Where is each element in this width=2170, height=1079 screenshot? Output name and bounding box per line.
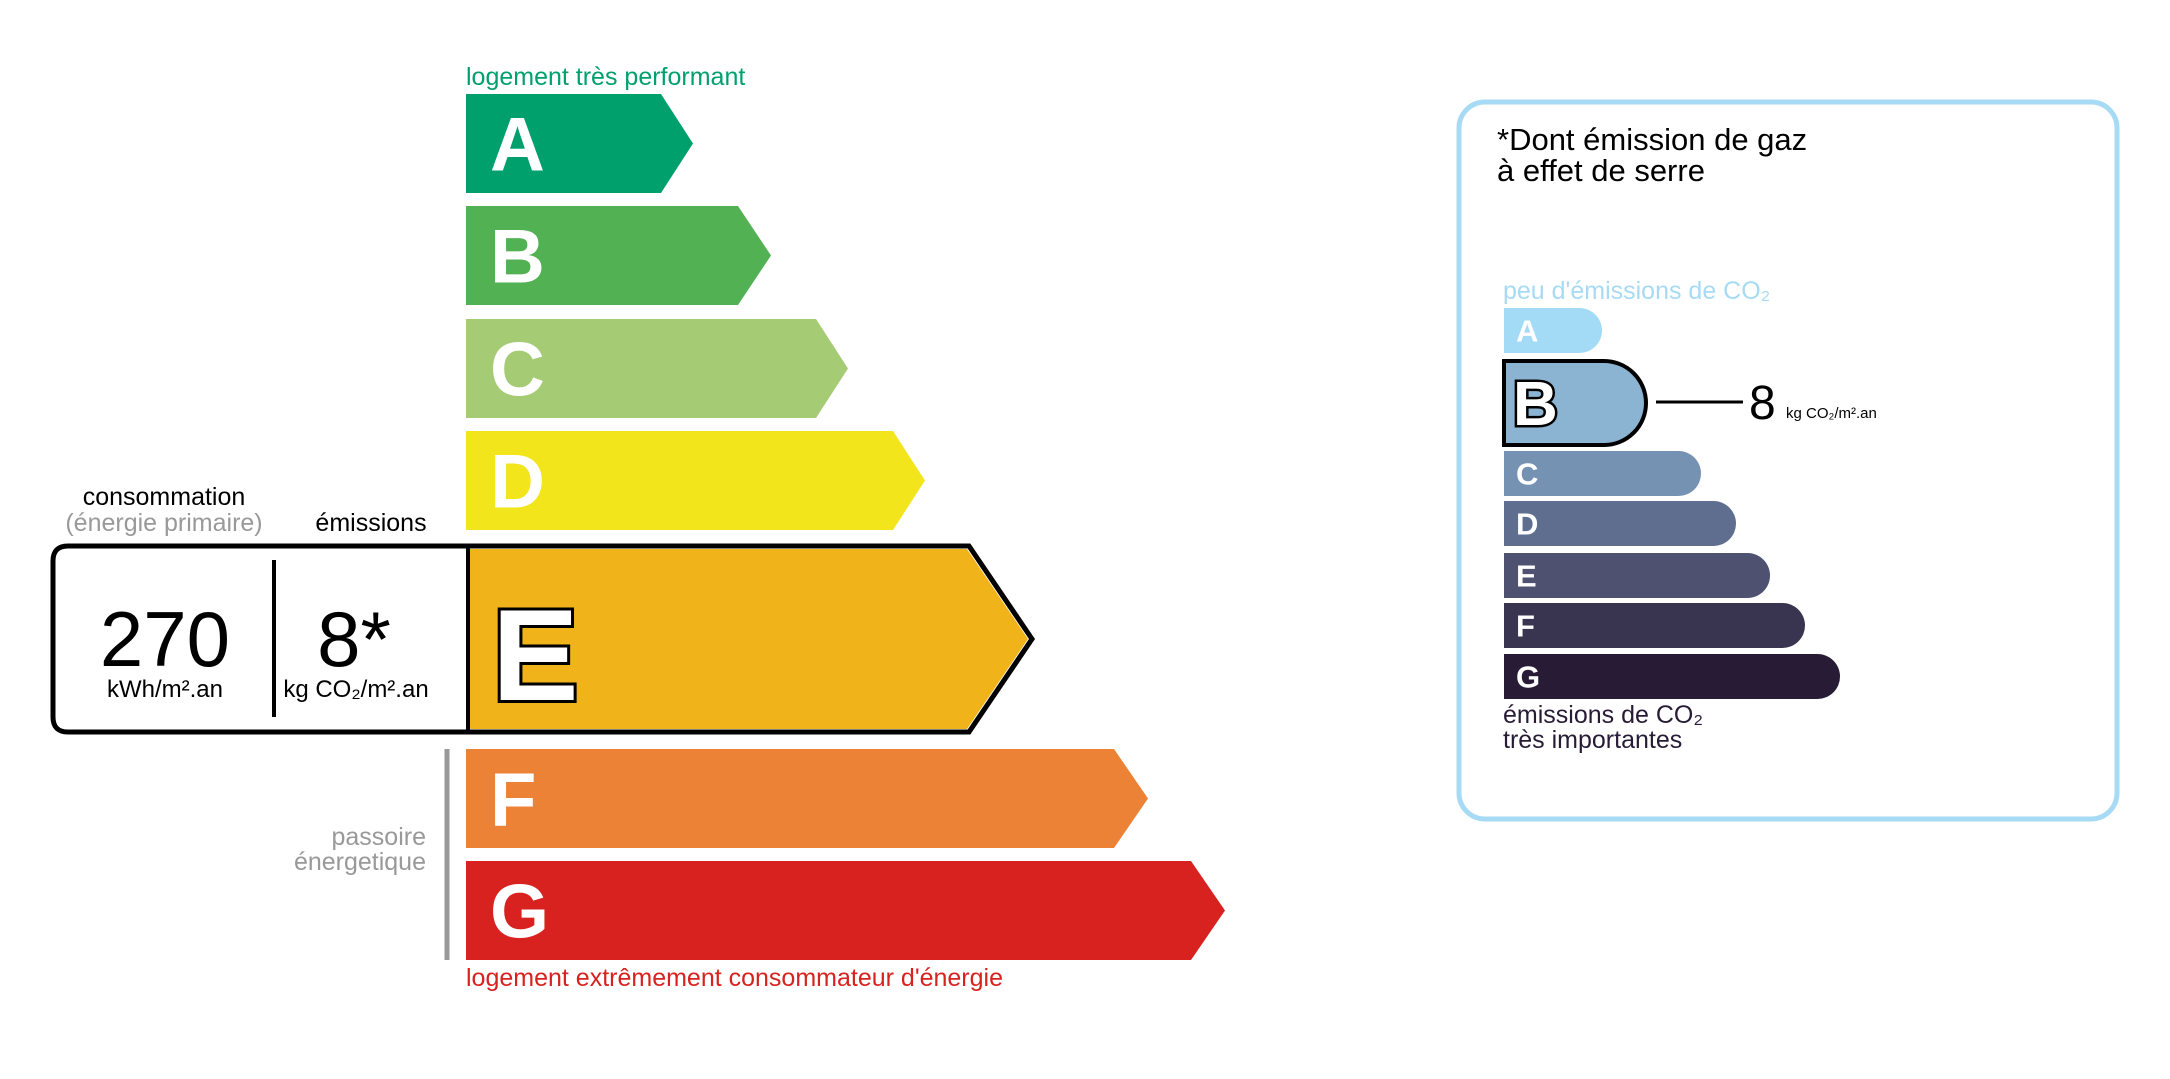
ghg-bar-letter-F: F — [1516, 609, 1535, 644]
consumption-value: 270 — [100, 595, 230, 683]
bar-A — [466, 94, 693, 193]
ghg-bar-letter-C: C — [1516, 457, 1538, 492]
ghg-bar-B — [1502, 359, 1648, 447]
bottom-label: logement extrêmement consommateur d'éner… — [466, 964, 1003, 992]
bar-letter-B: B — [490, 215, 545, 300]
bar-letter-A: A — [490, 103, 545, 188]
bar-letter-E: E — [492, 582, 579, 728]
bar-F — [466, 749, 1148, 848]
ghg-bottom-label: très importantes — [1503, 726, 1682, 754]
ghg-bar-letter-E: E — [1516, 559, 1537, 594]
emissions-unit: kg CO₂/m².an — [283, 676, 428, 703]
ghg-title: *Dont émission de gaz — [1497, 122, 1807, 157]
ghg-bottom-label: émissions de CO₂ — [1503, 701, 1703, 729]
emissions-header: émissions — [315, 509, 426, 537]
bar-B — [466, 206, 771, 305]
bar-letter-D: D — [490, 440, 545, 525]
consumption-subheader: (énergie primaire) — [65, 509, 262, 537]
ghg-bar-C — [1504, 451, 1701, 496]
bar-E — [468, 549, 1028, 729]
bar-letter-C: C — [490, 328, 545, 413]
passoire-label: passoire — [332, 823, 427, 851]
ghg-bar-letter-D: D — [1516, 507, 1538, 542]
ghg-bar-F — [1504, 603, 1805, 648]
ghg-bar-E — [1504, 553, 1771, 598]
consumption-unit: kWh/m².an — [107, 676, 223, 703]
ghg-bar-letter-B: B — [1513, 370, 1558, 439]
ghg-bar-letter-G: G — [1516, 660, 1540, 695]
ghg-bar-G — [1504, 654, 1840, 699]
ghg-bar-A — [1504, 308, 1603, 353]
ghg-top-label: peu d'émissions de CO₂ — [1503, 277, 1770, 305]
ghg-bar-letter-A: A — [1516, 314, 1538, 349]
top-label: logement très performant — [466, 63, 745, 91]
bar-letter-F: F — [490, 758, 536, 843]
ghg-value: 8 — [1749, 377, 1776, 430]
bar-D — [466, 431, 925, 530]
emissions-value: 8* — [317, 595, 391, 683]
consumption-header: consommation — [83, 483, 246, 511]
ghg-title: à effet de serre — [1497, 153, 1705, 188]
bar-letter-G: G — [490, 870, 549, 955]
ghg-unit: kg CO₂/m².an — [1786, 405, 1877, 422]
passoire-label: énergetique — [294, 848, 426, 876]
bar-G — [466, 861, 1225, 960]
ghg-bar-D — [1504, 501, 1736, 546]
bar-C — [466, 319, 848, 418]
